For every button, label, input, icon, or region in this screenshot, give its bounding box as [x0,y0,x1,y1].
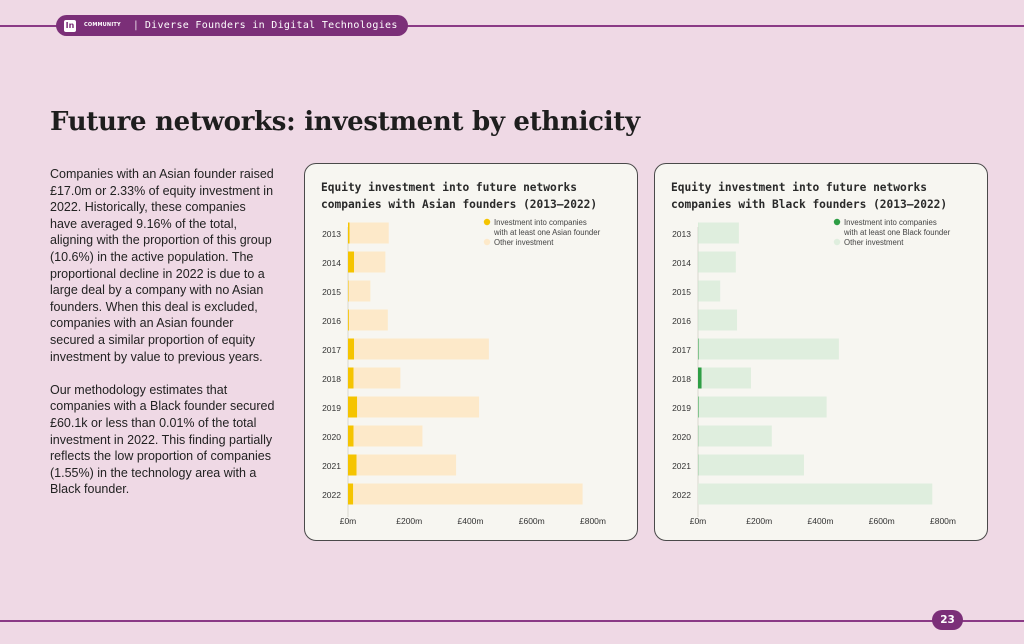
y-tick-label: 2020 [322,432,341,442]
y-tick-label: 2015 [672,287,691,297]
header-bar: In COMMUNITY | Diverse Founders in Digit… [56,15,408,36]
y-tick-label: 2016 [672,316,691,326]
chart-asian: 2013 2014 2015 2016 2017 2018 2019 2020 2021 2022… [322,218,606,526]
y-tick-label: 2017 [322,345,341,355]
legend-label: with at least one Asian founder [493,228,601,237]
footer-rule [0,620,1024,622]
bar-other [356,454,457,476]
x-tick-label: £800m [580,516,606,526]
x-tick-label: £200m [396,516,422,526]
y-tick-label: 2014 [672,258,691,268]
x-tick-label: £400m [808,516,834,526]
paragraph-1: Companies with an Asian founder raised £… [50,167,274,364]
header-rule [0,25,1024,27]
bar-other [698,483,933,505]
bar-founder [348,251,355,273]
bar-founder [348,396,358,418]
bar-other [357,396,480,418]
bar-founder [348,338,355,360]
x-tick-label: £400m [458,516,484,526]
y-tick-label: 2019 [322,403,341,413]
legend-label: Investment into companies [494,218,587,227]
x-tick-label: £600m [869,516,895,526]
bar-founder [348,483,354,505]
bar-other [353,425,423,447]
chart-title: Equity investment into future networks c… [671,181,948,211]
bar-founder [348,222,350,244]
y-tick-label: 2014 [322,258,341,268]
bar-founder [348,454,357,476]
chart-title: Equity investment into future networks c… [321,181,598,211]
x-tick-label: £800m [930,516,956,526]
y-tick-label: 2016 [322,316,341,326]
bar-other [348,309,388,331]
chart-black: 2013 2014 2015 2016 2017 2018 2019 2020 2021 2022… [672,218,956,526]
legend-label: Other investment [844,238,904,247]
x-tick-label: £200m [746,516,772,526]
bar-other [698,309,738,331]
bar-other [701,367,751,389]
legend-label: Investment into companies [844,218,937,227]
legend-marker [483,218,491,226]
legend-label: Other investment [494,238,554,247]
chart-card-asian: Equity investment into future networks c… [304,163,638,541]
bar-other [349,222,389,244]
bar-other [353,483,583,505]
body-text: Companies with an Asian founder raised £… [50,166,275,498]
legend-marker [483,238,491,246]
y-tick-label: 2022 [672,490,691,500]
y-tick-label: 2021 [672,461,691,471]
x-tick-label: £0m [690,516,707,526]
bar-other [698,280,721,302]
bar-other [698,454,804,476]
bar-founder [348,309,349,331]
bar-other [698,338,839,360]
bar-other [348,280,371,302]
y-tick-label: 2013 [322,229,341,239]
bar-founder [698,338,699,360]
x-tick-label: £600m [519,516,545,526]
bar-other [354,338,489,360]
logo-text: COMMUNITY [84,22,121,28]
y-tick-label: 2017 [672,345,691,355]
legend-label: with at least one Black founder [843,228,951,237]
bar-other [698,251,736,273]
y-tick-label: 2018 [672,374,691,384]
bar-founder [698,396,699,418]
report-title: Diverse Founders in Digital Technologies [144,20,398,31]
logo-icon: In [64,19,76,32]
chart-card-black: Equity investment into future networks c… [654,163,988,541]
y-tick-label: 2018 [322,374,341,384]
bar-other [698,425,772,447]
bar-other [698,222,739,244]
page-number: 23 [932,610,963,630]
x-tick-label: £0m [340,516,357,526]
y-tick-label: 2013 [672,229,691,239]
y-tick-label: 2020 [672,432,691,442]
legend-marker [833,238,841,246]
bar-other [353,367,401,389]
header-separator: | [132,20,139,31]
bar-other [354,251,386,273]
paragraph-2: Our methodology estimates that companies… [50,382,275,497]
bar-founder [698,367,702,389]
y-tick-label: 2019 [672,403,691,413]
y-tick-label: 2022 [322,490,341,500]
legend-marker [833,218,841,226]
bar-founder [348,425,354,447]
bar-founder [348,280,349,302]
y-tick-label: 2021 [322,461,341,471]
bar-other [698,396,827,418]
page-title: Future networks: investment by ethnicity [50,107,640,137]
y-tick-label: 2015 [322,287,341,297]
bar-founder [348,367,354,389]
